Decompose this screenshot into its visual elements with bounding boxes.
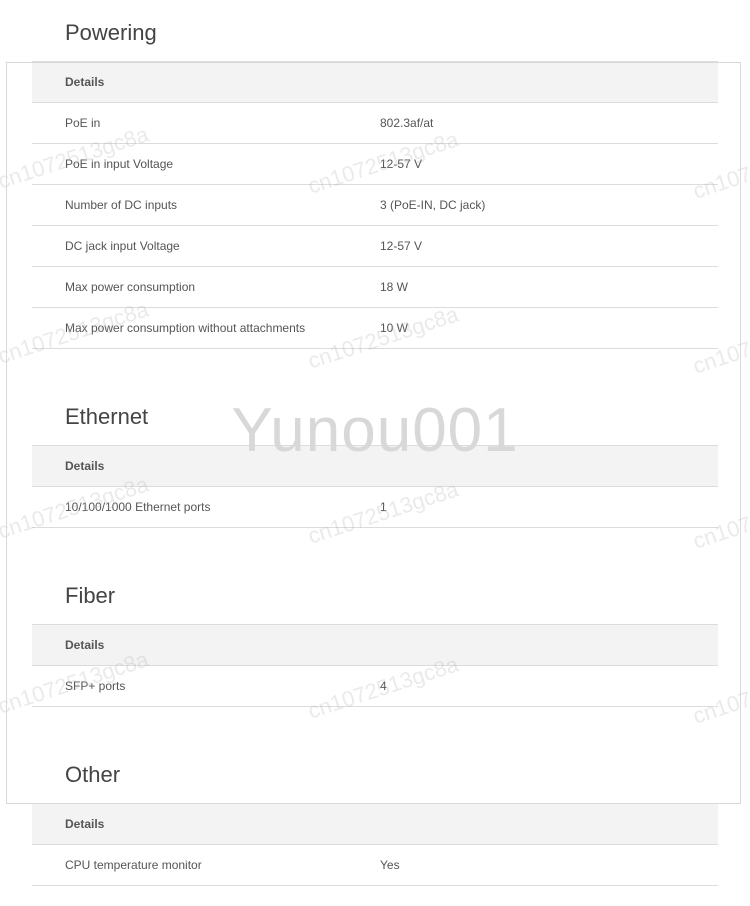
section-title: Other [32, 762, 718, 788]
section-powering: Powering Details PoE in 802.3af/at PoE i… [32, 20, 718, 349]
spec-value: 18 W [347, 267, 718, 308]
spec-label: Max power consumption [32, 267, 347, 308]
table-row: Number of DC inputs 3 (PoE-IN, DC jack) [32, 185, 718, 226]
spec-value: 1 [347, 487, 718, 528]
table-header-row: Details [32, 625, 718, 666]
section-other: Other Details CPU temperature monitor Ye… [32, 762, 718, 886]
table-row: PoE in input Voltage 12-57 V [32, 144, 718, 185]
table-row: DC jack input Voltage 12-57 V [32, 226, 718, 267]
section-title: Powering [32, 20, 718, 46]
spec-value: Yes [347, 845, 718, 886]
spec-label: CPU temperature monitor [32, 845, 347, 886]
spec-value: 10 W [347, 308, 718, 349]
table-row: CPU temperature monitor Yes [32, 845, 718, 886]
spec-label: PoE in input Voltage [32, 144, 347, 185]
table-header-row: Details [32, 62, 718, 103]
spec-label: 10/100/1000 Ethernet ports [32, 487, 347, 528]
details-header: Details [32, 446, 718, 487]
section-title: Fiber [32, 583, 718, 609]
table-row: SFP+ ports 4 [32, 666, 718, 707]
spec-table-other: Details CPU temperature monitor Yes [32, 803, 718, 886]
table-row: Max power consumption without attachment… [32, 308, 718, 349]
details-header: Details [32, 625, 718, 666]
spec-table-ethernet: Details 10/100/1000 Ethernet ports 1 [32, 445, 718, 528]
table-header-row: Details [32, 804, 718, 845]
table-header-row: Details [32, 446, 718, 487]
spec-table-fiber: Details SFP+ ports 4 [32, 624, 718, 707]
table-row: 10/100/1000 Ethernet ports 1 [32, 487, 718, 528]
spec-value: 12-57 V [347, 226, 718, 267]
spec-label: Number of DC inputs [32, 185, 347, 226]
spec-label: Max power consumption without attachment… [32, 308, 347, 349]
section-title: Ethernet [32, 404, 718, 430]
spec-value: 3 (PoE-IN, DC jack) [347, 185, 718, 226]
section-fiber: Fiber Details SFP+ ports 4 [32, 583, 718, 707]
spec-value: 4 [347, 666, 718, 707]
table-row: Max power consumption 18 W [32, 267, 718, 308]
spec-label: SFP+ ports [32, 666, 347, 707]
section-ethernet: Ethernet Details 10/100/1000 Ethernet po… [32, 404, 718, 528]
page-content: Powering Details PoE in 802.3af/at PoE i… [0, 0, 750, 906]
spec-label: DC jack input Voltage [32, 226, 347, 267]
spec-value: 12-57 V [347, 144, 718, 185]
spec-table-powering: Details PoE in 802.3af/at PoE in input V… [32, 61, 718, 349]
table-row: PoE in 802.3af/at [32, 103, 718, 144]
spec-label: PoE in [32, 103, 347, 144]
details-header: Details [32, 62, 718, 103]
details-header: Details [32, 804, 718, 845]
spec-value: 802.3af/at [347, 103, 718, 144]
